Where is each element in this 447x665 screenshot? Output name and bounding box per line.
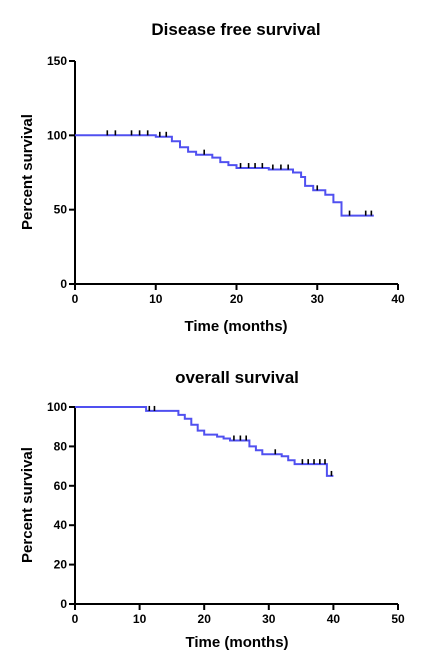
x-tick-label: 10 bbox=[133, 612, 147, 626]
disease-free-survival-chart: Disease free survival Percent survival T… bbox=[19, 20, 405, 335]
chart-title: overall survival bbox=[175, 368, 299, 387]
x-tick-label: 0 bbox=[72, 612, 79, 626]
y-tick-label: 20 bbox=[54, 558, 68, 572]
y-tick-label: 150 bbox=[47, 54, 67, 68]
y-tick-label: 50 bbox=[54, 203, 68, 217]
y-tick-label: 100 bbox=[47, 400, 67, 414]
y-axis-label: Percent survival bbox=[19, 447, 36, 563]
x-tick-label: 0 bbox=[72, 292, 79, 306]
x-axis-label: Time (months) bbox=[184, 318, 287, 335]
chart-title: Disease free survival bbox=[151, 20, 320, 39]
x-tick-label: 40 bbox=[391, 292, 405, 306]
x-tick-label: 10 bbox=[149, 292, 163, 306]
x-tick-label: 30 bbox=[262, 612, 276, 626]
y-tick-label: 0 bbox=[60, 597, 67, 611]
survival-curve bbox=[75, 134, 374, 217]
survival-curve bbox=[75, 406, 334, 477]
x-axis-label: Time (months) bbox=[185, 634, 288, 651]
x-tick-label: 30 bbox=[311, 292, 325, 306]
y-tick-label: 60 bbox=[54, 479, 68, 493]
overall-survival-chart: overall survival Percent survival Time (… bbox=[19, 368, 405, 651]
x-tick-label: 20 bbox=[230, 292, 244, 306]
x-tick-label: 50 bbox=[391, 612, 405, 626]
y-tick-label: 40 bbox=[54, 518, 68, 532]
x-tick-label: 20 bbox=[198, 612, 212, 626]
y-axis-label: Percent survival bbox=[19, 114, 36, 230]
y-tick-label: 0 bbox=[60, 277, 67, 291]
x-tick-label: 40 bbox=[327, 612, 341, 626]
y-tick-label: 80 bbox=[54, 439, 68, 453]
y-tick-label: 100 bbox=[47, 128, 67, 142]
